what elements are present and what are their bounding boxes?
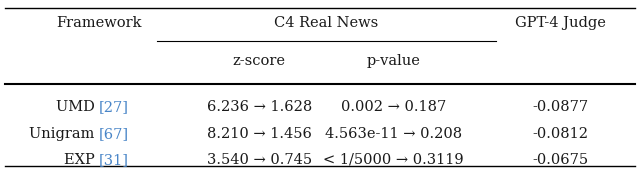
Text: 4.563e-11 → 0.208: 4.563e-11 → 0.208	[325, 127, 462, 141]
Text: UMD: UMD	[56, 100, 99, 114]
Text: < 1/5000 → 0.3119: < 1/5000 → 0.3119	[323, 153, 464, 167]
Text: [67]: [67]	[99, 127, 129, 141]
Text: -0.0877: -0.0877	[532, 100, 588, 114]
Text: GPT-4 Judge: GPT-4 Judge	[515, 16, 605, 30]
Text: EXP: EXP	[64, 153, 99, 167]
Text: Unigram: Unigram	[29, 127, 99, 141]
Text: 3.540 → 0.745: 3.540 → 0.745	[207, 153, 312, 167]
Text: C4 Real News: C4 Real News	[275, 16, 378, 30]
Text: z-score: z-score	[233, 54, 285, 68]
Text: p-value: p-value	[367, 54, 420, 68]
Text: 8.210 → 1.456: 8.210 → 1.456	[207, 127, 312, 141]
Text: Framework: Framework	[56, 16, 142, 30]
Text: [27]: [27]	[99, 100, 129, 114]
Text: 6.236 → 1.628: 6.236 → 1.628	[207, 100, 312, 114]
Text: [31]: [31]	[99, 153, 129, 167]
Text: -0.0812: -0.0812	[532, 127, 588, 141]
Text: -0.0675: -0.0675	[532, 153, 588, 167]
Text: 0.002 → 0.187: 0.002 → 0.187	[341, 100, 446, 114]
